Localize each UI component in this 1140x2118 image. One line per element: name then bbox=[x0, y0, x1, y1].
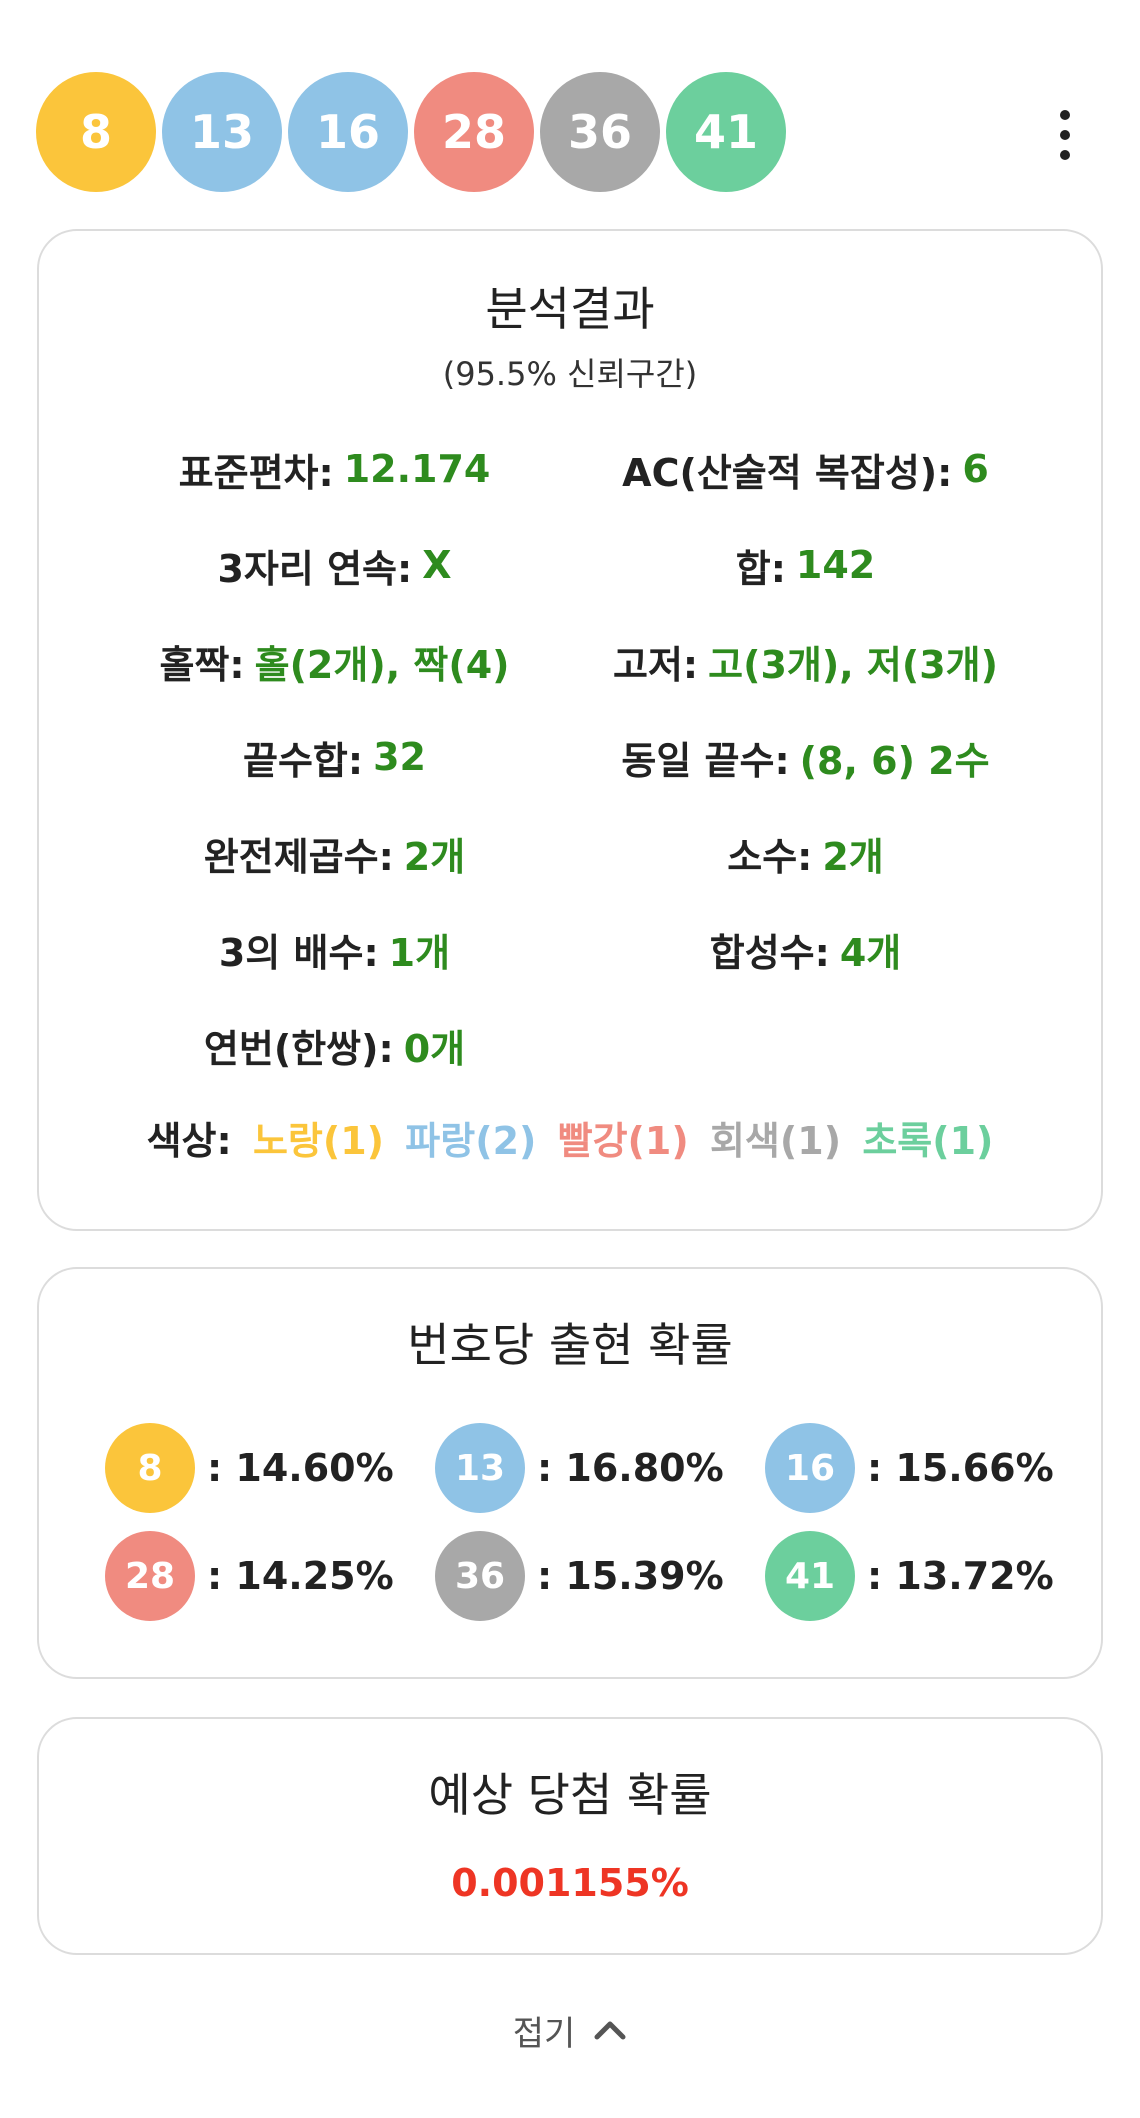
probability-grid: 8 : 14.60% 13 : 16.80% 16 : 15.66% 28 : 14.2… bbox=[39, 1423, 1101, 1621]
probability-item: 16 : 15.66% bbox=[765, 1423, 1095, 1513]
number-ball: 36 bbox=[540, 72, 660, 192]
number-ball: 13 bbox=[162, 72, 282, 192]
probability-title: 번호당 출현 확률 bbox=[407, 1318, 733, 1372]
probability-item: 13 : 16.80% bbox=[435, 1423, 765, 1513]
confidence-interval: (95.5% 신뢰구간) bbox=[442, 355, 698, 393]
stat-value: X bbox=[422, 543, 452, 587]
stat-label: 홀짝: bbox=[159, 642, 245, 687]
probability-item: 36 : 15.39% bbox=[435, 1531, 765, 1621]
stat-value: 홀(2개), 짝(4) bbox=[254, 642, 510, 687]
stat-std-dev: 표준편차: 12.174 bbox=[99, 421, 570, 517]
stat-label: 소수: bbox=[727, 834, 813, 879]
stat-perfect-square: 완전제곱수: 2개 bbox=[99, 805, 570, 901]
color-count-green: 초록(1) bbox=[862, 1119, 994, 1163]
stat-label: 끝수합: bbox=[243, 738, 364, 783]
stat-last-digit-sum: 끝수합: 32 bbox=[99, 709, 570, 805]
stat-value: (8, 6) 2수 bbox=[799, 738, 990, 783]
stat-label: 동일 끝수: bbox=[621, 738, 790, 783]
stat-value: 고(3개), 저(3개) bbox=[708, 642, 998, 687]
analysis-title: 분석결과 bbox=[485, 282, 655, 336]
stat-multiple-of-3: 3의 배수: 1개 bbox=[99, 901, 570, 997]
probability-value: : 13.72% bbox=[867, 1554, 1054, 1598]
number-ball: 28 bbox=[414, 72, 534, 192]
color-count-gray: 회색(1) bbox=[709, 1119, 842, 1163]
stat-label: 3자리 연속: bbox=[217, 546, 413, 591]
analysis-card: 분석결과 (95.5% 신뢰구간) 표준편차: 12.174 AC(산술적 복잡성… bbox=[37, 229, 1103, 1231]
more-vertical-icon[interactable] bbox=[1040, 100, 1090, 170]
color-label: 색상: bbox=[146, 1119, 232, 1163]
probability-value: : 14.25% bbox=[207, 1554, 394, 1598]
stat-label: 표준편차: bbox=[178, 450, 334, 495]
number-ball: 41 bbox=[765, 1531, 855, 1621]
probability-item: 8 : 14.60% bbox=[105, 1423, 435, 1513]
fold-button[interactable]: 접기 bbox=[0, 2000, 1140, 2060]
stat-value: 6 bbox=[962, 447, 989, 491]
number-ball: 16 bbox=[288, 72, 408, 192]
stat-high-low: 고저: 고(3개), 저(3개) bbox=[570, 613, 1041, 709]
stat-label: 합: bbox=[735, 546, 786, 591]
winning-title: 예상 당첨 확률 bbox=[428, 1768, 712, 1822]
probability-value: : 16.80% bbox=[537, 1446, 724, 1490]
probability-item: 41 : 13.72% bbox=[765, 1531, 1095, 1621]
probability-card: 번호당 출현 확률 8 : 14.60% 13 : 16.80% 16 : 15.66… bbox=[37, 1267, 1103, 1679]
stat-ac: AC(산술적 복잡성): 6 bbox=[570, 421, 1041, 517]
stat-label: 고저: bbox=[613, 642, 699, 687]
stat-label: 합성수: bbox=[709, 930, 830, 975]
stat-odd-even: 홀짝: 홀(2개), 짝(4) bbox=[99, 613, 570, 709]
stat-composite: 합성수: 4개 bbox=[570, 901, 1041, 997]
selected-numbers: 8 13 16 28 36 41 bbox=[36, 72, 786, 192]
stat-value: 142 bbox=[795, 543, 876, 587]
stat-value: 32 bbox=[373, 735, 426, 779]
number-ball: 8 bbox=[36, 72, 156, 192]
number-ball: 41 bbox=[666, 72, 786, 192]
stat-empty bbox=[570, 997, 1041, 1093]
stat-same-last-digit: 동일 끝수: (8, 6) 2수 bbox=[570, 709, 1041, 805]
stat-sum: 합: 142 bbox=[570, 517, 1041, 613]
stat-consecutive: 3자리 연속: X bbox=[99, 517, 570, 613]
stat-prime: 소수: 2개 bbox=[570, 805, 1041, 901]
stat-grid: 표준편차: 12.174 AC(산술적 복잡성): 6 3자리 연속: X 합: 142… bbox=[39, 421, 1101, 1093]
stat-label: AC(산술적 복잡성): bbox=[622, 450, 953, 495]
stat-label: 3의 배수: bbox=[218, 930, 379, 975]
number-ball: 13 bbox=[435, 1423, 525, 1513]
color-count-blue: 파랑(2) bbox=[405, 1119, 537, 1163]
probability-value: : 14.60% bbox=[207, 1446, 394, 1490]
stat-value: 12.174 bbox=[343, 447, 491, 491]
stat-value: 4개 bbox=[839, 930, 902, 975]
number-ball: 8 bbox=[105, 1423, 195, 1513]
stat-value: 0개 bbox=[403, 1026, 466, 1071]
stat-label: 완전제곱수: bbox=[203, 834, 394, 879]
number-ball: 36 bbox=[435, 1531, 525, 1621]
number-ball: 16 bbox=[765, 1423, 855, 1513]
number-ball: 28 bbox=[105, 1531, 195, 1621]
probability-item: 28 : 14.25% bbox=[105, 1531, 435, 1621]
probability-value: : 15.39% bbox=[537, 1554, 724, 1598]
stat-value: 2개 bbox=[403, 834, 466, 879]
stat-value: 1개 bbox=[388, 930, 451, 975]
winning-probability-card: 예상 당첨 확률 0.001155% bbox=[37, 1717, 1103, 1955]
stat-label: 연번(한쌍): bbox=[203, 1026, 394, 1071]
fold-label: 접기 bbox=[512, 2013, 576, 2054]
color-count-yellow: 노랑(1) bbox=[252, 1119, 385, 1163]
stat-consecutive-pair: 연번(한쌍): 0개 bbox=[99, 997, 570, 1093]
color-distribution: 색상: 노랑(1) 파랑(2) 빨강(1) 회색(1) 초록(1) bbox=[39, 1093, 1101, 1189]
probability-value: : 15.66% bbox=[867, 1446, 1054, 1490]
winning-value: 0.001155% bbox=[451, 1861, 689, 1905]
color-count-red: 빨강(1) bbox=[557, 1119, 689, 1163]
chevron-up-icon bbox=[593, 2019, 627, 2041]
stat-value: 2개 bbox=[822, 834, 884, 879]
